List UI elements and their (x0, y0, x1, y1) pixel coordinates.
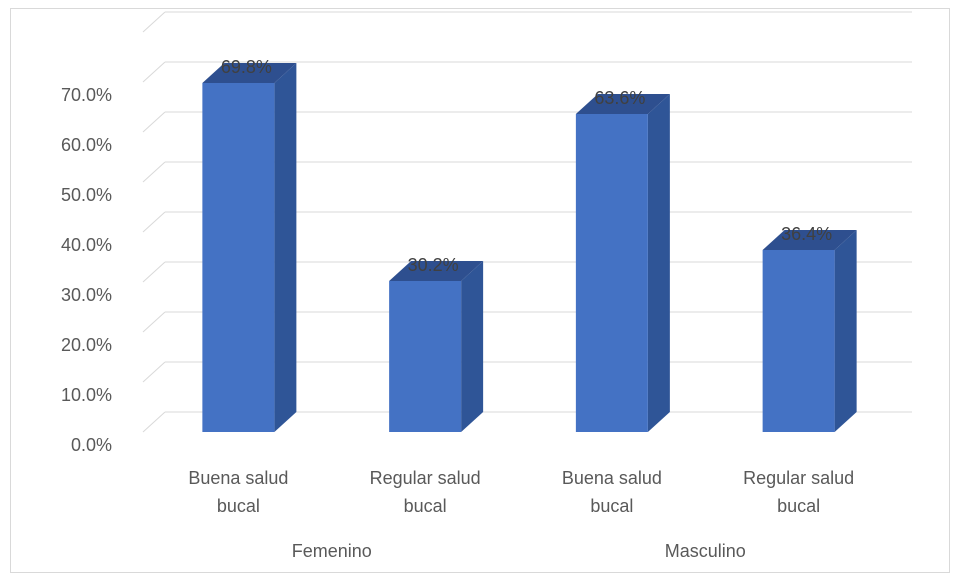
y-tick-label: 10.0% (61, 385, 112, 405)
bar-top (575, 94, 670, 114)
data-label: 36.4% (781, 224, 832, 244)
bar-side (834, 230, 857, 432)
gridline-diagonal (142, 211, 166, 233)
bar-side (647, 94, 670, 432)
y-tick-label: 70.0% (61, 85, 112, 105)
bar (202, 83, 275, 432)
gridline-diagonal (142, 161, 166, 183)
x-category-label: bucal (217, 496, 260, 516)
y-tick-label: 60.0% (61, 135, 112, 155)
gridline-diagonal (142, 261, 166, 283)
x-category-label: Buena salud (188, 468, 288, 488)
y-tick-label: 30.0% (61, 285, 112, 305)
bar-top (202, 63, 297, 83)
y-tick-label: 0.0% (71, 435, 112, 455)
bar (575, 114, 648, 432)
gridline-diagonal (142, 61, 166, 83)
x-category-label: bucal (590, 496, 633, 516)
x-category-label: Buena salud (562, 468, 662, 488)
gridline-diagonal (142, 411, 166, 433)
y-tick-label: 40.0% (61, 235, 112, 255)
gridline-diagonal (142, 111, 166, 133)
bar-side (274, 63, 297, 432)
gridline-diagonal (142, 11, 166, 33)
bar (389, 281, 462, 432)
data-label: 63.6% (594, 88, 645, 108)
y-tick-label: 20.0% (61, 335, 112, 355)
x-category-label: bucal (777, 496, 820, 516)
data-label: 69.8% (221, 57, 272, 77)
x-group-label: Masculino (665, 541, 746, 561)
x-category-label: Regular salud (743, 468, 854, 488)
x-category-label: bucal (404, 496, 447, 516)
bar-top (762, 230, 857, 250)
y-tick-label: 50.0% (61, 185, 112, 205)
data-label: 30.2% (408, 255, 459, 275)
bar (762, 250, 835, 432)
gridline-diagonal (142, 361, 166, 383)
x-group-label: Femenino (292, 541, 372, 561)
x-category-label: Regular salud (370, 468, 481, 488)
gridline-diagonal (142, 311, 166, 333)
bar-side (461, 261, 484, 432)
bar-top (389, 261, 484, 281)
